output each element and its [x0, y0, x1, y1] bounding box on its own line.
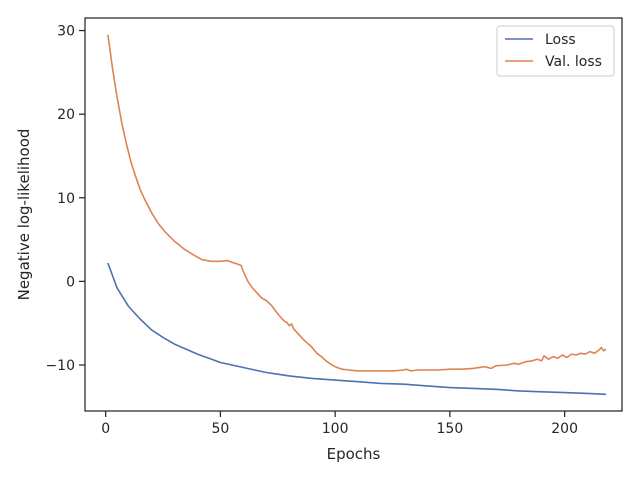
legend: Loss Val. loss — [496, 25, 615, 77]
x-tick-label: 50 — [211, 421, 229, 437]
x-axis: 0 50 100 150 200 — [101, 411, 578, 437]
series-lines — [107, 34, 607, 396]
y-tick-label: 0 — [66, 274, 75, 290]
y-axis: −10 0 10 20 30 — [45, 24, 85, 374]
x-tick-label: 100 — [322, 421, 349, 437]
x-tick-label: 0 — [101, 421, 110, 437]
x-axis-label: Epochs — [327, 445, 381, 463]
legend-entry-label: Val. loss — [545, 54, 602, 70]
y-tick-label: 20 — [57, 107, 75, 123]
legend-entry-label: Loss — [545, 32, 576, 48]
y-tick-label: 30 — [57, 24, 75, 40]
y-axis-label: Negative log-likelihood — [15, 129, 33, 301]
y-tick-label: −10 — [45, 358, 75, 374]
x-tick-label: 150 — [437, 421, 464, 437]
x-tick-label: 200 — [551, 421, 578, 437]
plot-frame — [84, 17, 623, 412]
y-tick-label: 10 — [57, 191, 75, 207]
series-line-1 — [107, 34, 607, 372]
series-line-0 — [107, 262, 606, 396]
